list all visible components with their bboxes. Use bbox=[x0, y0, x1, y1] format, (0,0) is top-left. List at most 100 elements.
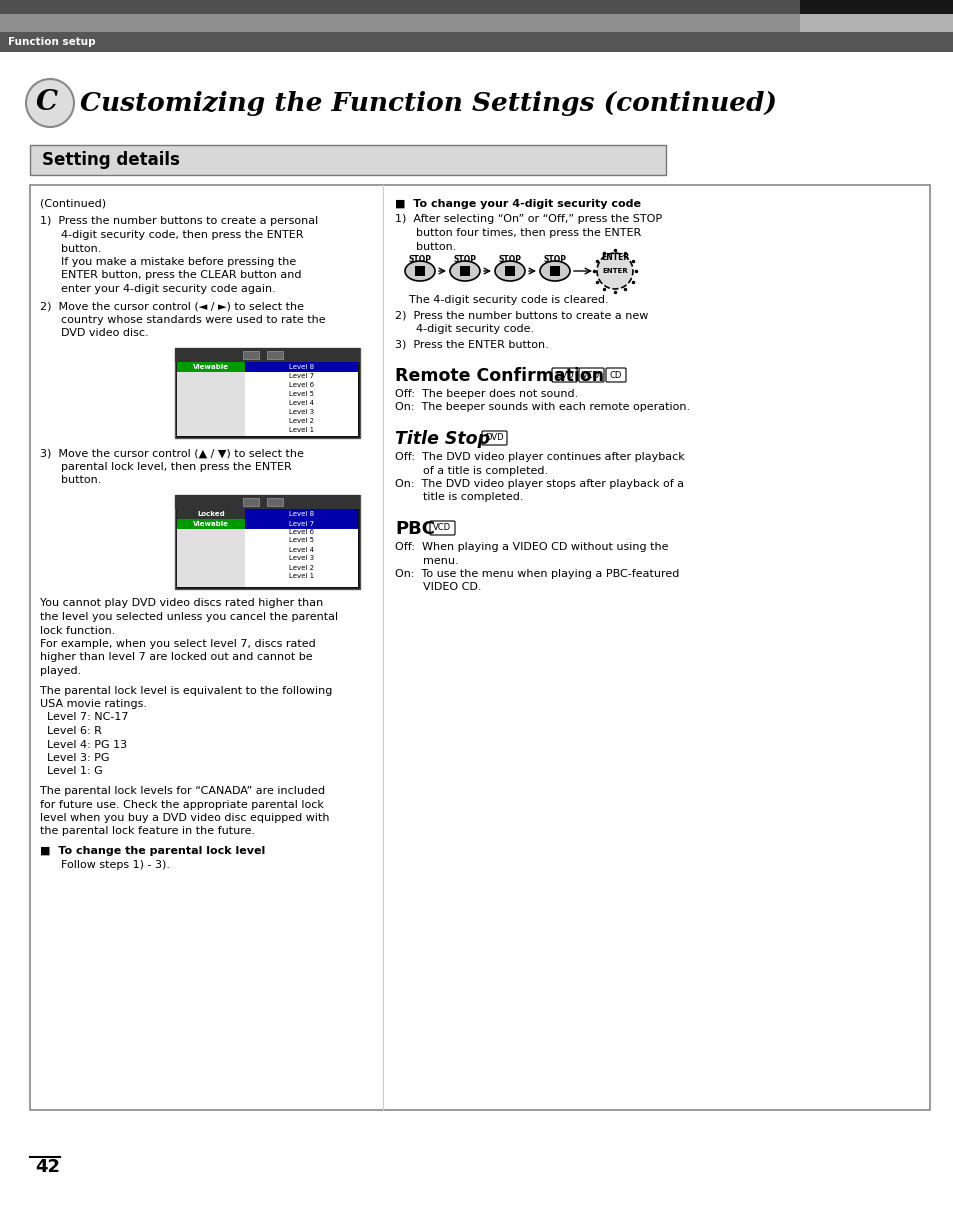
Bar bbox=[459, 266, 470, 276]
Text: Customizing the Function Settings (continued): Customizing the Function Settings (conti… bbox=[80, 90, 776, 116]
Text: enter your 4-digit security code again.: enter your 4-digit security code again. bbox=[40, 285, 275, 294]
FancyBboxPatch shape bbox=[0, 0, 953, 14]
Text: USA movie ratings.: USA movie ratings. bbox=[40, 699, 147, 708]
Text: button four times, then press the ENTER: button four times, then press the ENTER bbox=[395, 228, 640, 238]
FancyBboxPatch shape bbox=[174, 494, 359, 589]
FancyBboxPatch shape bbox=[177, 509, 357, 586]
FancyBboxPatch shape bbox=[267, 498, 283, 505]
FancyBboxPatch shape bbox=[578, 368, 603, 382]
Text: Level 4: Level 4 bbox=[289, 547, 314, 552]
Text: DVD video disc.: DVD video disc. bbox=[40, 329, 149, 339]
Text: Level 2: Level 2 bbox=[289, 564, 314, 570]
Text: 42: 42 bbox=[35, 1158, 60, 1177]
Text: 4-digit security code, then press the ENTER: 4-digit security code, then press the EN… bbox=[40, 230, 303, 240]
Text: Level 1: Level 1 bbox=[289, 574, 314, 579]
Text: Level 4: Level 4 bbox=[289, 400, 314, 407]
Text: 3)  Press the ENTER button.: 3) Press the ENTER button. bbox=[395, 340, 548, 350]
Text: title is completed.: title is completed. bbox=[395, 493, 523, 503]
FancyBboxPatch shape bbox=[177, 509, 245, 519]
Text: Off:  When playing a VIDEO CD without using the: Off: When playing a VIDEO CD without usi… bbox=[395, 542, 668, 552]
Text: The parental lock levels for “CANADA” are included: The parental lock levels for “CANADA” ar… bbox=[40, 786, 325, 796]
Text: ENTER button, press the CLEAR button and: ENTER button, press the CLEAR button and bbox=[40, 271, 301, 281]
FancyBboxPatch shape bbox=[243, 351, 258, 359]
FancyBboxPatch shape bbox=[430, 521, 455, 535]
Text: STOP: STOP bbox=[543, 255, 566, 264]
Text: for future use. Check the appropriate parental lock: for future use. Check the appropriate pa… bbox=[40, 800, 323, 809]
Bar bbox=[550, 266, 559, 276]
Text: 4-digit security code.: 4-digit security code. bbox=[395, 324, 534, 334]
Ellipse shape bbox=[539, 261, 569, 281]
Text: Setting details: Setting details bbox=[42, 152, 180, 169]
Text: DVD: DVD bbox=[485, 434, 503, 442]
Text: country whose standards were used to rate the: country whose standards were used to rat… bbox=[40, 315, 325, 325]
Text: Level 8: Level 8 bbox=[289, 510, 314, 516]
Text: played.: played. bbox=[40, 667, 81, 676]
Text: 1)  After selecting “On” or “Off,” press the STOP: 1) After selecting “On” or “Off,” press … bbox=[395, 214, 661, 224]
Text: higher than level 7 are locked out and cannot be: higher than level 7 are locked out and c… bbox=[40, 653, 313, 663]
FancyBboxPatch shape bbox=[30, 185, 929, 1110]
Text: Level 7: Level 7 bbox=[289, 373, 314, 379]
Text: Viewable: Viewable bbox=[193, 363, 229, 370]
Text: On:  To use the menu when playing a PBC-featured: On: To use the menu when playing a PBC-f… bbox=[395, 569, 679, 579]
Text: of a title is completed.: of a title is completed. bbox=[395, 466, 548, 476]
Text: Level 1: G: Level 1: G bbox=[40, 766, 103, 776]
Circle shape bbox=[26, 79, 74, 127]
FancyBboxPatch shape bbox=[552, 368, 577, 382]
Text: Level 7: NC-17: Level 7: NC-17 bbox=[40, 712, 129, 722]
Text: (Continued): (Continued) bbox=[40, 200, 106, 209]
FancyBboxPatch shape bbox=[177, 362, 357, 436]
Text: The 4-digit security code is cleared.: The 4-digit security code is cleared. bbox=[395, 294, 608, 306]
Text: Level 3: Level 3 bbox=[289, 556, 314, 562]
FancyBboxPatch shape bbox=[245, 509, 357, 519]
Text: STOP: STOP bbox=[498, 255, 521, 264]
FancyBboxPatch shape bbox=[481, 431, 506, 445]
Ellipse shape bbox=[450, 261, 479, 281]
FancyBboxPatch shape bbox=[177, 362, 245, 436]
Text: button.: button. bbox=[395, 241, 456, 251]
Text: The parental lock level is equivalent to the following: The parental lock level is equivalent to… bbox=[40, 685, 332, 696]
Text: Level 6: R: Level 6: R bbox=[40, 726, 102, 736]
Text: Viewable: Viewable bbox=[193, 520, 229, 526]
Text: Level 7: Level 7 bbox=[289, 520, 314, 526]
Text: menu.: menu. bbox=[395, 556, 458, 565]
Text: Level 8: Level 8 bbox=[289, 363, 314, 370]
FancyBboxPatch shape bbox=[0, 0, 953, 32]
FancyBboxPatch shape bbox=[0, 32, 953, 52]
Text: Level 6: Level 6 bbox=[289, 382, 314, 388]
Text: the level you selected unless you cancel the parental: the level you selected unless you cancel… bbox=[40, 612, 337, 622]
Text: STOP: STOP bbox=[453, 255, 476, 264]
Text: ENTER: ENTER bbox=[600, 253, 628, 261]
Text: Follow steps 1) - 3).: Follow steps 1) - 3). bbox=[40, 860, 170, 870]
FancyBboxPatch shape bbox=[174, 494, 359, 509]
Text: level when you buy a DVD video disc equipped with: level when you buy a DVD video disc equi… bbox=[40, 813, 329, 823]
Text: 3)  Move the cursor control (▲ / ▼) to select the: 3) Move the cursor control (▲ / ▼) to se… bbox=[40, 448, 304, 458]
Text: the parental lock feature in the future.: the parental lock feature in the future. bbox=[40, 827, 254, 837]
Ellipse shape bbox=[495, 261, 524, 281]
Text: 1)  Press the number buttons to create a personal: 1) Press the number buttons to create a … bbox=[40, 217, 318, 227]
Text: On:  The beeper sounds with each remote operation.: On: The beeper sounds with each remote o… bbox=[395, 403, 689, 413]
Text: parental lock level, then press the ENTER: parental lock level, then press the ENTE… bbox=[40, 462, 292, 472]
Bar bbox=[415, 266, 424, 276]
Text: Locked: Locked bbox=[197, 510, 225, 516]
FancyBboxPatch shape bbox=[177, 362, 245, 372]
Text: Remote Confirmation: Remote Confirmation bbox=[395, 367, 603, 384]
Text: STOP: STOP bbox=[408, 255, 431, 264]
Text: Off:  The DVD video player continues after playback: Off: The DVD video player continues afte… bbox=[395, 452, 684, 462]
Text: Level 1: Level 1 bbox=[289, 428, 314, 432]
Text: Title Stop: Title Stop bbox=[395, 430, 490, 448]
Text: Function setup: Function setup bbox=[8, 37, 95, 47]
Text: Level 3: PG: Level 3: PG bbox=[40, 753, 110, 763]
Text: button.: button. bbox=[40, 476, 101, 485]
FancyBboxPatch shape bbox=[174, 347, 359, 439]
Bar bbox=[504, 266, 515, 276]
Text: If you make a mistake before pressing the: If you make a mistake before pressing th… bbox=[40, 257, 296, 267]
Text: VIDEO CD.: VIDEO CD. bbox=[395, 583, 481, 593]
Ellipse shape bbox=[405, 261, 435, 281]
Text: Level 3: Level 3 bbox=[289, 409, 314, 415]
Text: VCD: VCD bbox=[582, 371, 600, 379]
Text: 2)  Press the number buttons to create a new: 2) Press the number buttons to create a … bbox=[395, 310, 648, 320]
Text: 2)  Move the cursor control (◄ / ►) to select the: 2) Move the cursor control (◄ / ►) to se… bbox=[40, 302, 304, 312]
Text: Level 6: Level 6 bbox=[289, 529, 314, 535]
FancyBboxPatch shape bbox=[605, 368, 625, 382]
Text: Off:  The beeper does not sound.: Off: The beeper does not sound. bbox=[395, 389, 578, 399]
